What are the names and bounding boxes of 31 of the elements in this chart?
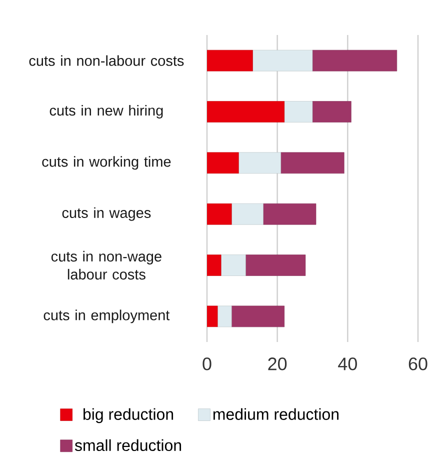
bar xyxy=(206,254,222,276)
bar xyxy=(252,50,313,72)
legend-label: big reduction xyxy=(84,408,174,424)
bar xyxy=(231,306,285,328)
bar xyxy=(280,152,344,174)
y-tick-label: cuts in non-wage labour costs xyxy=(51,250,162,280)
x-tick-label: 60 xyxy=(408,358,428,370)
bar xyxy=(206,50,253,72)
bar xyxy=(206,152,239,174)
bar xyxy=(206,101,285,122)
x-tick-label: 40 xyxy=(338,358,357,370)
y-tick-label: cuts in new hiring xyxy=(50,105,163,119)
x-tick-label: 20 xyxy=(268,358,287,370)
legend-label: small reduction xyxy=(74,439,182,452)
y-tick-label: cuts in wages xyxy=(62,207,151,221)
bar xyxy=(238,152,281,174)
bar xyxy=(206,203,232,225)
legend-label: medium reduction xyxy=(213,408,338,420)
bar xyxy=(231,203,264,225)
y-tick-label: cuts in non-labour costs xyxy=(29,55,184,66)
bar xyxy=(246,254,306,276)
bar xyxy=(217,306,232,328)
x-tick-label: 0 xyxy=(202,358,212,370)
bar xyxy=(206,306,218,328)
bar xyxy=(220,254,246,276)
y-tick-label: cuts in employment xyxy=(44,310,170,324)
bar xyxy=(263,203,316,225)
y-tick-label: cuts in working time xyxy=(42,156,171,170)
bar xyxy=(312,101,352,122)
bar xyxy=(284,101,313,122)
bar xyxy=(312,50,398,72)
